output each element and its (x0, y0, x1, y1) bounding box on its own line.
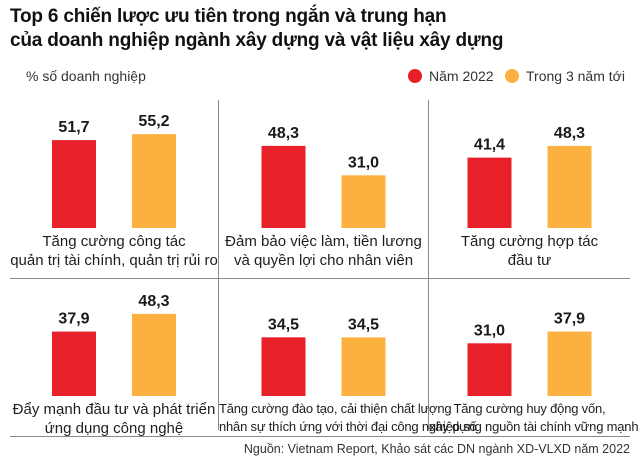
bar-nam-2022 (467, 343, 512, 396)
bar-trong-3-nam-toi (547, 331, 592, 396)
divider-vertical-1 (218, 100, 219, 430)
bar-value-label: 31,0 (348, 154, 379, 171)
category-line: Đẩy mạnh đầu tư và phát triển (12, 401, 216, 418)
title-line-2: của doanh nghiệp ngành xây dựng và vật l… (10, 30, 504, 51)
bar-trong-3-nam-toi (132, 134, 176, 228)
bar-nam-2022 (52, 140, 96, 228)
bar-value-label: 48,3 (554, 125, 585, 142)
panel-3: 41,4 48,3 Tăng cường hợp tác đầu tư (429, 80, 630, 276)
bar-value-label: 37,9 (554, 311, 585, 328)
bar-trong-3-nam-toi (341, 175, 386, 228)
bar-nam-2022 (467, 157, 512, 228)
panel-3-plot: 41,4 48,3 (467, 125, 592, 228)
panel-6: 31,0 37,9 Tăng cường huy động vốn, xây dự… (429, 248, 639, 436)
panel-2-plot: 48,3 31,0 (261, 125, 386, 228)
panel-5-plot: 34,5 34,5 (261, 316, 386, 396)
bar-value-label: 34,5 (268, 316, 299, 333)
legend-dot-red (408, 69, 422, 83)
panel-1-plot: 51,7 55,2 (52, 113, 176, 228)
bar-value-label: 34,5 (348, 316, 379, 333)
category-line: nhân sự thích ứng với thời đại công nghi… (219, 419, 477, 434)
source-note: Nguồn: Vietnam Report, Khảo sát các DN n… (243, 442, 630, 456)
category-line: Đảm bảo việc làm, tiền lương (225, 233, 422, 250)
bar-trong-3-nam-toi (547, 145, 592, 228)
category-label: Tăng cường đào tạo, cải thiện chất lượng… (219, 400, 477, 436)
panel-5: 34,5 34,5 Tăng cường đào tạo, cải thiện c… (219, 248, 477, 436)
legend-item-2022: Năm 2022 (408, 68, 494, 84)
panel-6-plot: 31,0 37,9 (467, 311, 592, 396)
chart-title: Top 6 chiến lược ưu tiên trong ngắn và t… (10, 5, 630, 53)
category-line: và quyền lợi cho nhân viên (233, 252, 414, 269)
category-line: Tăng cường hợp tác (460, 233, 599, 250)
bar-trong-3-nam-toi (132, 313, 176, 396)
divider-horizontal (10, 278, 630, 279)
bar-value-label: 41,4 (474, 137, 505, 154)
bar-value-label: 51,7 (58, 119, 89, 136)
category-line: xây dựng nguồn tài chính vững mạnh (429, 419, 639, 434)
bar-nam-2022 (261, 145, 306, 228)
legend-item-next-3-years: Trong 3 năm tới (505, 68, 625, 84)
category-label: Đẩy mạnh đầu tư và phát triển ứng dụng c… (10, 400, 218, 438)
category-line: ứng dụng công nghệ (44, 420, 184, 437)
bar-value-label: 48,3 (268, 125, 299, 142)
category-line: Tăng cường đào tạo, cải thiện chất lượng (219, 401, 452, 416)
legend-label-2022: Năm 2022 (429, 68, 494, 84)
category-label: Đảm bảo việc làm, tiền lương và quyền lợ… (219, 232, 428, 270)
bar-value-label: 31,0 (474, 322, 505, 339)
legend-dot-orange (505, 69, 519, 83)
category-line: Tăng cường công tác (42, 233, 186, 250)
unit-label: % số doanh nghiệp (26, 68, 146, 84)
bar-trong-3-nam-toi (341, 337, 386, 396)
bar-value-label: 55,2 (138, 113, 169, 130)
category-label: Tăng cường huy động vốn, xây dựng nguồn … (429, 400, 639, 436)
category-line: Tăng cường huy động vốn, (453, 401, 606, 416)
bar-value-label: 37,9 (58, 311, 89, 328)
panel-4: 37,9 48,3 Đẩy mạnh đầu tư và phát triển ứ… (10, 248, 218, 438)
bar-nam-2022 (261, 337, 306, 396)
divider-bottom (10, 436, 630, 437)
panel-2: 48,3 31,0 Đảm bảo việc làm, tiền lương và… (219, 80, 428, 276)
category-label: Tăng cường hợp tác đầu tư (429, 232, 630, 270)
bar-nam-2022 (52, 331, 96, 396)
title-line-1: Top 6 chiến lược ưu tiên trong ngắn và t… (10, 6, 447, 27)
divider-vertical-2 (428, 100, 429, 430)
category-line: quản trị tài chính, quản trị rủi ro (10, 252, 218, 269)
category-line: đầu tư (507, 252, 552, 269)
panel-1: 51,7 55,2 Tăng cường công tác quản trị tà… (10, 80, 218, 276)
panel-4-plot: 37,9 48,3 (52, 293, 176, 396)
category-label: Tăng cường công tác quản trị tài chính, … (10, 232, 218, 270)
legend-label-next-3-years: Trong 3 năm tới (526, 68, 625, 84)
bar-value-label: 48,3 (138, 293, 169, 310)
